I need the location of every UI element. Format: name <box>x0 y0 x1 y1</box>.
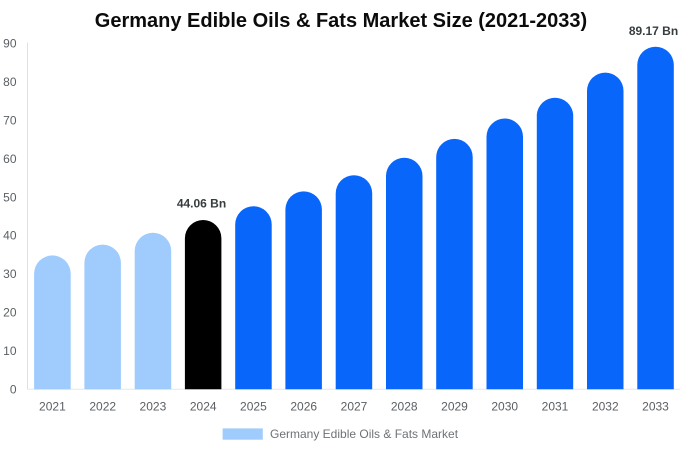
svg-text:20: 20 <box>3 306 17 320</box>
svg-text:2025: 2025 <box>240 400 267 414</box>
svg-text:90: 90 <box>3 37 17 51</box>
svg-text:2028: 2028 <box>391 400 418 414</box>
svg-text:2026: 2026 <box>290 400 317 414</box>
svg-text:2027: 2027 <box>341 400 368 414</box>
svg-text:50: 50 <box>3 190 17 204</box>
svg-text:2021: 2021 <box>39 400 66 414</box>
svg-text:Germany Edible Oils & Fats Mar: Germany Edible Oils & Fats Market <box>270 427 459 441</box>
svg-text:Germany Edible Oils & Fats Mar: Germany Edible Oils & Fats Market Size (… <box>95 10 587 32</box>
svg-text:89.17 Bn: 89.17 Bn <box>629 24 678 38</box>
svg-text:10: 10 <box>3 344 17 358</box>
svg-text:2022: 2022 <box>89 400 116 414</box>
svg-text:2030: 2030 <box>491 400 518 414</box>
svg-text:70: 70 <box>3 114 17 128</box>
svg-text:2023: 2023 <box>140 400 167 414</box>
svg-text:40: 40 <box>3 229 17 243</box>
svg-text:2024: 2024 <box>190 400 217 414</box>
svg-text:44.06 Bn: 44.06 Bn <box>177 197 226 211</box>
svg-text:2029: 2029 <box>441 400 468 414</box>
svg-text:60: 60 <box>3 152 17 166</box>
svg-text:80: 80 <box>3 75 17 89</box>
svg-text:2032: 2032 <box>592 400 619 414</box>
svg-text:30: 30 <box>3 267 17 281</box>
svg-text:2033: 2033 <box>642 400 669 414</box>
svg-text:2031: 2031 <box>542 400 569 414</box>
svg-text:0: 0 <box>10 382 17 396</box>
